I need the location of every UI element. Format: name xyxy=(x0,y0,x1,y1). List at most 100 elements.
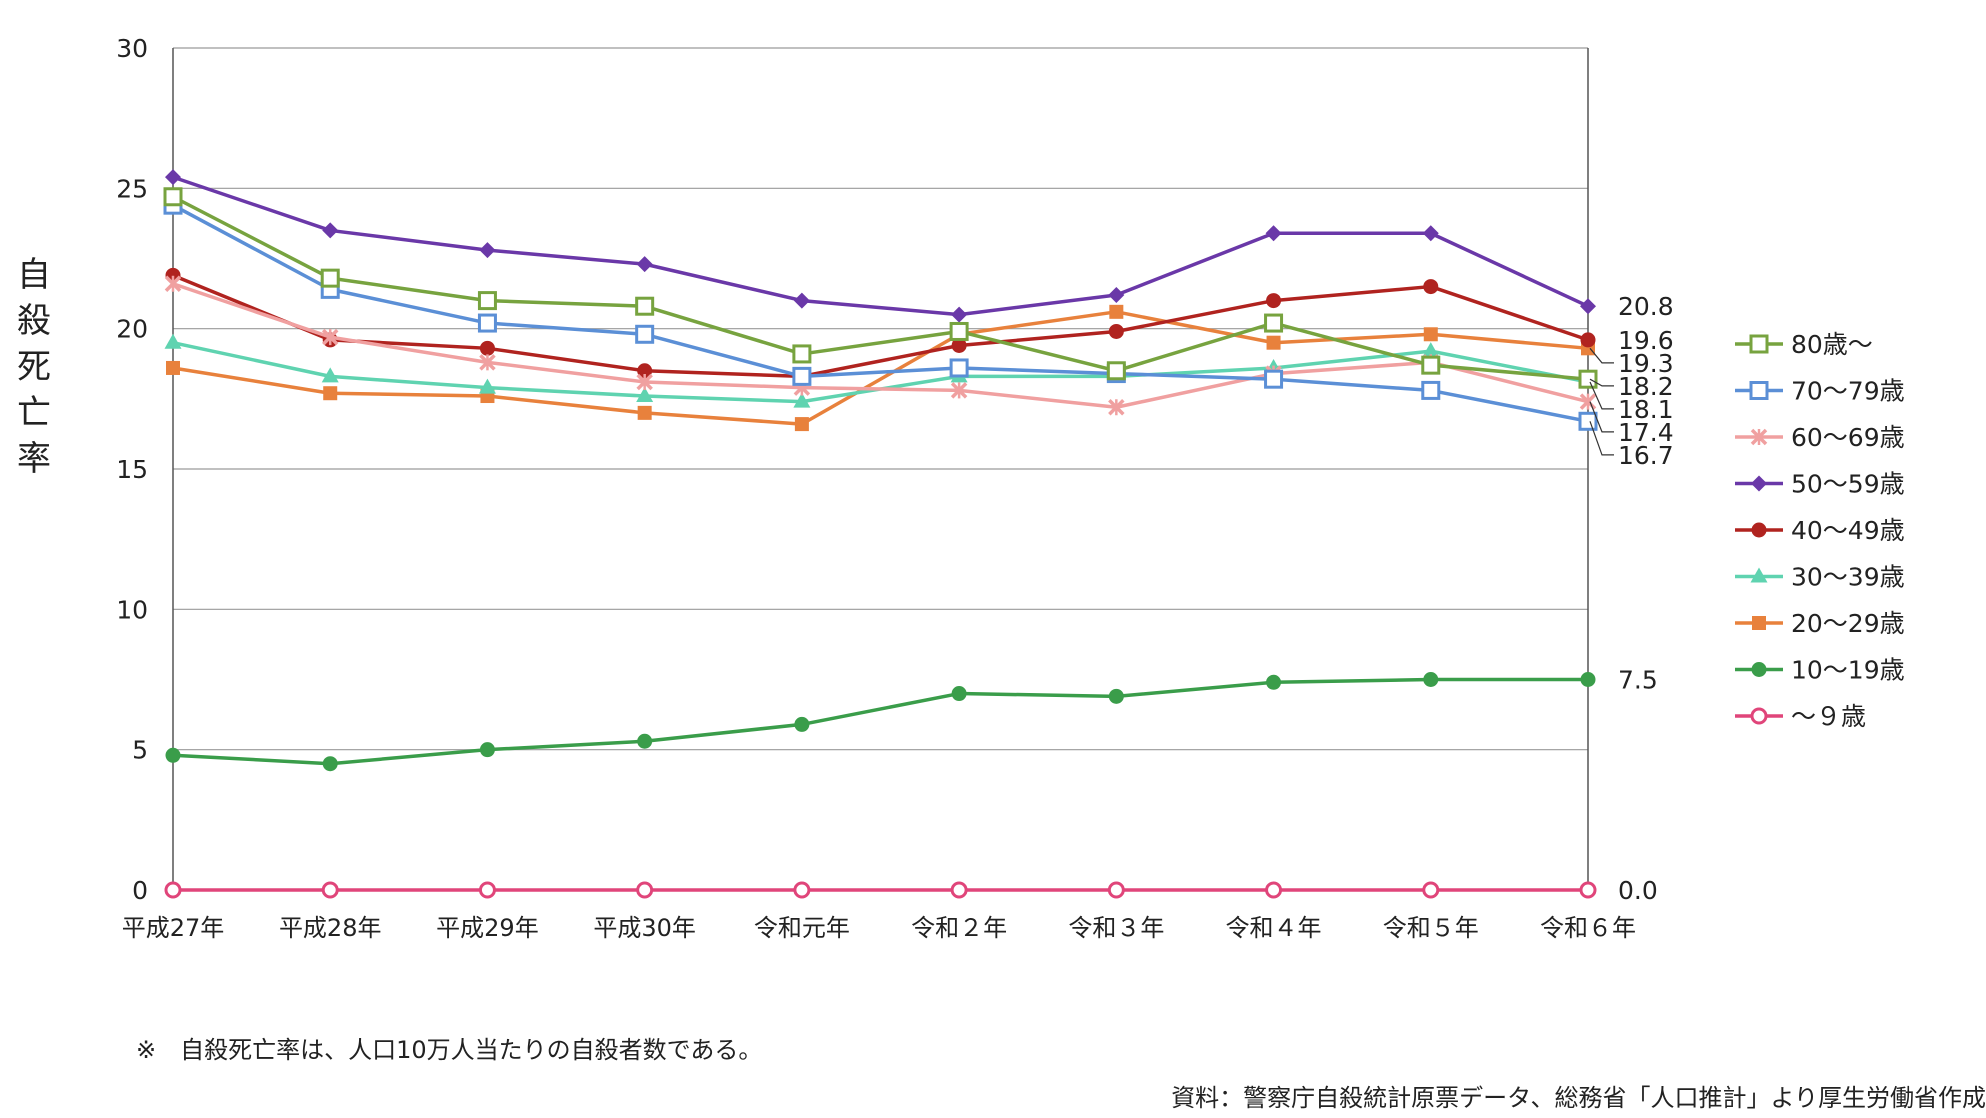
data-point xyxy=(949,358,969,378)
axes: 0 5 10 15 20 25 30 平成27年 平成28年 平成29年 平成30年 令和元年 令和２年… xyxy=(17,34,1636,942)
legend-label: 60～69歳 xyxy=(1791,423,1905,452)
legend-label: 50～59歳 xyxy=(1791,470,1905,499)
data-point xyxy=(1266,335,1281,350)
legend-label: 20～29歳 xyxy=(1791,609,1905,638)
y-tick-label: 25 xyxy=(116,174,148,203)
x-tick-label: 平成27年 xyxy=(122,914,225,942)
data-point xyxy=(951,306,968,323)
y-tick-label: 0 xyxy=(132,876,148,905)
end-labels: 20.8 19.619.318.218.117.416.7 7.5 0.0 xyxy=(1589,292,1674,905)
data-point xyxy=(1423,672,1439,687)
legend: 80歳～ 70～79歳 60～69歳 50～59歳 40～49歳 30～39歳 20～29歳… xyxy=(1735,330,1905,731)
data-point xyxy=(1106,361,1126,381)
data-point xyxy=(635,324,655,344)
series-line xyxy=(172,677,1588,766)
data-point xyxy=(636,881,654,899)
data-point xyxy=(950,881,968,899)
legend-label: 70～79歳 xyxy=(1791,377,1905,406)
y-tick-label: 20 xyxy=(116,315,148,344)
legend-label: 30～39歳 xyxy=(1791,563,1905,592)
legend-marker xyxy=(1749,381,1769,400)
data-point xyxy=(793,392,811,408)
end-value-label: 17.4 xyxy=(1618,418,1674,447)
data-point xyxy=(1580,672,1596,687)
data-point xyxy=(1578,411,1598,431)
data-point xyxy=(793,292,810,309)
legend-label: 10～19歳 xyxy=(1791,656,1905,685)
legend-marker xyxy=(1750,707,1768,725)
data-point xyxy=(635,296,655,316)
end-value-label: 0.0 xyxy=(1618,876,1658,905)
data-point xyxy=(1108,688,1124,704)
leader-line xyxy=(1589,381,1614,410)
legend-marker xyxy=(1752,616,1766,630)
data-point xyxy=(1578,369,1598,389)
x-tick-label: 令和６年 xyxy=(1540,914,1636,942)
data-point xyxy=(793,881,811,899)
end-value-label: 18.1 xyxy=(1618,395,1674,424)
y-tick-label: 30 xyxy=(116,34,148,63)
x-tick-label: 平成29年 xyxy=(436,914,539,942)
data-point xyxy=(322,756,338,772)
data-point xyxy=(1109,304,1124,319)
data-point xyxy=(1423,279,1439,295)
legend-marker xyxy=(1751,475,1767,492)
series-line xyxy=(172,203,1589,424)
data-point xyxy=(951,686,967,702)
series-line xyxy=(172,310,1589,426)
data-point xyxy=(1108,323,1124,339)
data-point xyxy=(164,333,182,349)
line-chart: 0 5 10 15 20 25 30 平成27年 平成28年 平成29年 平成30年 令和元年 令和２年… xyxy=(17,34,1905,942)
data-point xyxy=(321,367,339,383)
data-point xyxy=(792,344,812,364)
x-tick-label: 令和３年 xyxy=(1068,914,1164,942)
data-point xyxy=(1579,881,1597,899)
data-point xyxy=(321,328,339,346)
leader-line xyxy=(1589,401,1614,433)
y-tick-label: 10 xyxy=(116,595,148,624)
gridlines xyxy=(173,47,1588,751)
leader-line xyxy=(1589,378,1614,387)
data-point xyxy=(1423,327,1438,342)
series-line xyxy=(172,273,1589,379)
data-point xyxy=(165,169,181,186)
data-point xyxy=(164,881,182,899)
data-point xyxy=(1422,881,1440,899)
data-point xyxy=(637,405,652,420)
legend-item: 30～39歳 xyxy=(1735,563,1905,592)
end-value-label: 19.6 xyxy=(1618,326,1674,355)
series-line xyxy=(172,195,1589,381)
data-point xyxy=(477,291,497,311)
legend-item: 10～19歳 xyxy=(1735,656,1905,685)
data-point xyxy=(164,275,182,292)
legend-item: 50～59歳 xyxy=(1735,470,1905,499)
x-tick-label: 平成30年 xyxy=(593,914,696,942)
legend-item: 80歳～ xyxy=(1735,330,1873,359)
x-tick-label: 令和４年 xyxy=(1226,914,1322,942)
data-point xyxy=(637,733,653,749)
data-point xyxy=(321,881,339,899)
series-line xyxy=(172,175,1589,317)
series-line xyxy=(172,282,1589,410)
series-0 xyxy=(163,187,1598,389)
legend-label: ～９歳 xyxy=(1791,702,1866,731)
x-tick-label: 平成28年 xyxy=(279,914,382,942)
data-point xyxy=(322,222,339,239)
legend-marker xyxy=(1750,428,1768,446)
data-point xyxy=(950,382,968,399)
legend-item: 70～79歳 xyxy=(1735,377,1905,406)
y-tick-label: 15 xyxy=(116,455,148,484)
data-point xyxy=(794,716,810,732)
data-point xyxy=(1421,380,1441,400)
x-tick-label: 令和５年 xyxy=(1383,914,1479,942)
series-8 xyxy=(164,881,1597,899)
data-point xyxy=(1264,369,1284,389)
definition-note: ※ 自殺死亡率は、人口10万人当たりの自殺者数である。 xyxy=(136,1036,763,1064)
series-3 xyxy=(165,169,1596,323)
data-point xyxy=(323,386,338,401)
data-point xyxy=(636,256,653,273)
legend-marker xyxy=(1751,522,1767,538)
data-point xyxy=(1265,225,1282,242)
data-point xyxy=(1580,332,1596,348)
legend-label: 80歳～ xyxy=(1791,330,1873,359)
